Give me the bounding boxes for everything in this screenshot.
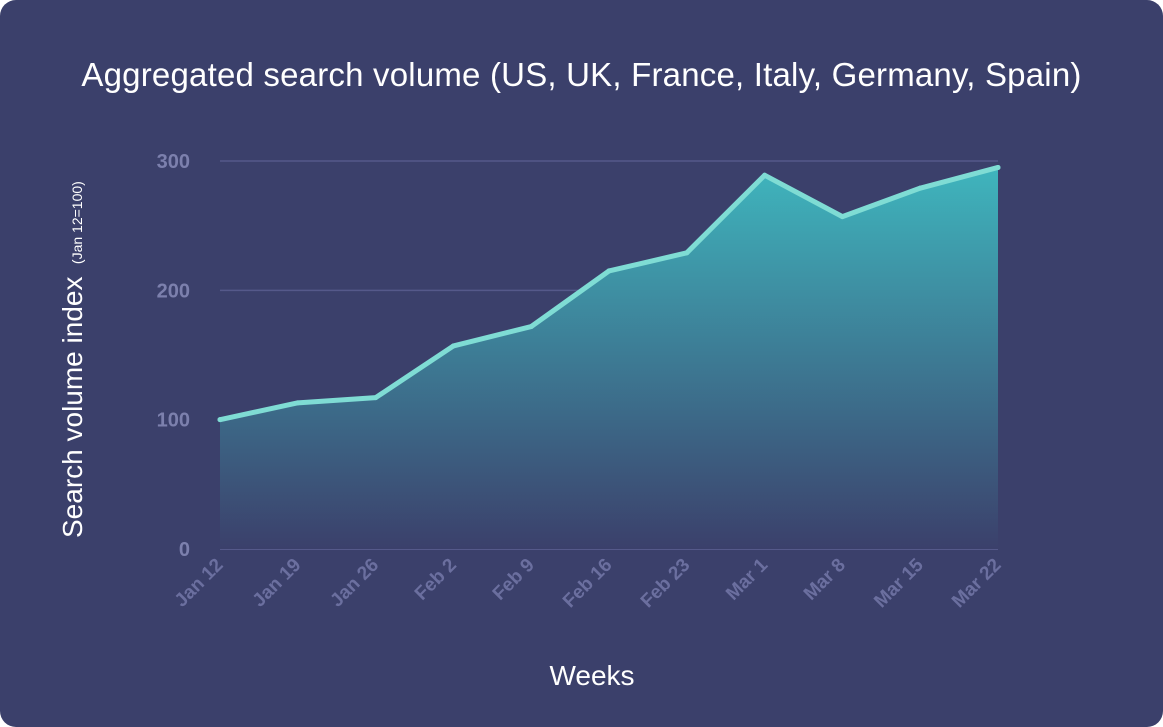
data-point-4	[528, 324, 534, 330]
x-tick-label: Feb 9	[489, 555, 539, 605]
y-tick-label: 100	[157, 410, 190, 432]
data-point-1	[295, 400, 301, 406]
y-tick-label: 200	[157, 280, 190, 302]
data-point-10	[995, 164, 1001, 170]
x-axis-label: Weeks	[549, 660, 634, 691]
x-tick-label: Mar 1	[722, 554, 772, 604]
y-axis-label-main: Search volume index	[57, 277, 88, 538]
x-axis-ticks: Jan 12 Jan 19 Jan 26 Feb 2 Feb 9 Feb 16 Feb 23…	[171, 554, 1006, 612]
data-point-0	[217, 417, 223, 423]
data-point-6	[684, 250, 690, 256]
data-point-5	[606, 268, 612, 274]
x-tick-label: Jan 12	[171, 555, 228, 612]
y-tick-label: 0	[179, 539, 190, 561]
x-tick-label: Jan 26	[326, 555, 383, 612]
data-point-7	[762, 172, 768, 178]
chart-title: Aggregated search volume (US, UK, France…	[81, 56, 1082, 93]
data-point-8	[839, 214, 845, 220]
y-tick-label: 300	[157, 151, 190, 173]
y-axis-label: Search volume index (Jan 12=100)	[57, 181, 88, 538]
data-point-2	[373, 395, 379, 401]
x-tick-label: Jan 19	[249, 555, 306, 612]
data-point-3	[450, 343, 456, 349]
y-axis-label-note: (Jan 12=100)	[69, 181, 85, 264]
x-tick-label: Feb 23	[637, 555, 694, 612]
y-axis-ticks: 0 100 200 300	[157, 151, 190, 561]
data-point-9	[917, 185, 923, 191]
x-tick-label: Mar 15	[870, 554, 928, 612]
x-tick-label: Feb 2	[411, 555, 461, 605]
x-tick-label: Mar 22	[948, 555, 1005, 612]
x-tick-label: Mar 8	[800, 555, 850, 605]
area-fill	[220, 167, 998, 549]
x-tick-label: Feb 16	[559, 555, 616, 612]
area-series	[217, 164, 1001, 549]
